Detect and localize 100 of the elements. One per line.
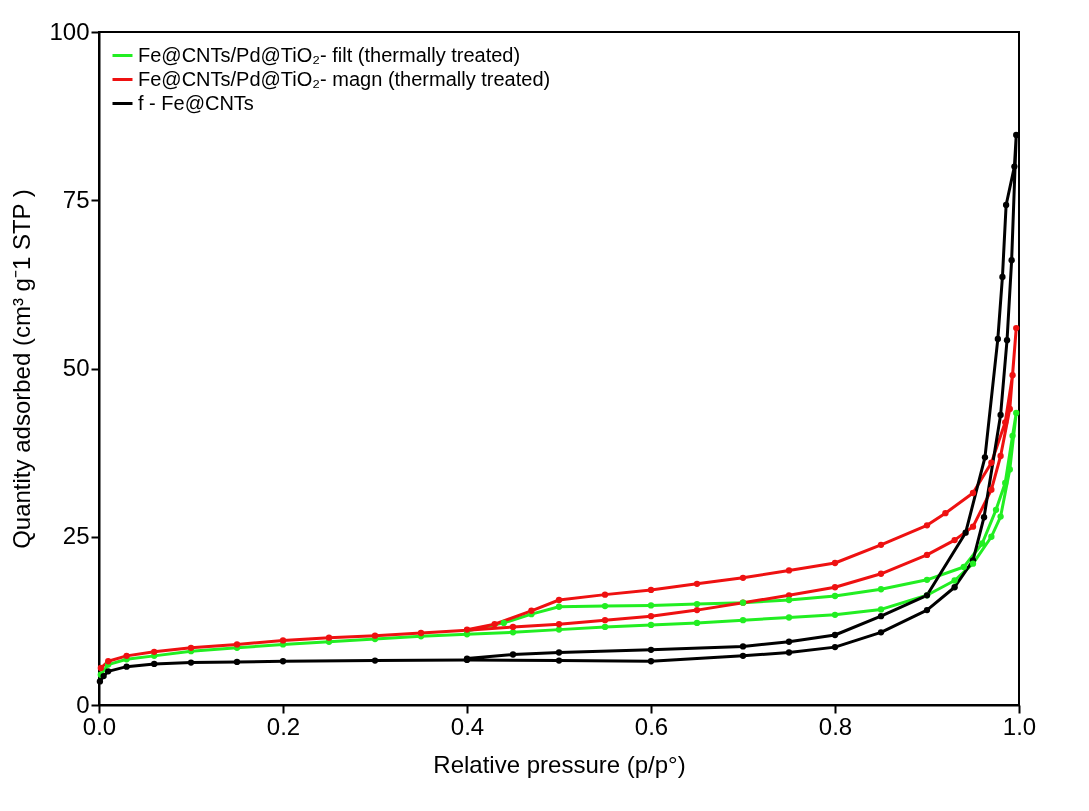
point [601, 591, 609, 598]
point [923, 576, 931, 583]
point [1011, 163, 1018, 170]
point [923, 551, 931, 559]
point [105, 668, 112, 675]
y-tick-label: 75 [62, 185, 90, 213]
point [997, 411, 1004, 419]
point [187, 659, 195, 666]
x-axis-title: Relative pressure (p/p°) [433, 750, 686, 778]
point [601, 602, 609, 610]
point [785, 567, 793, 574]
point [647, 586, 655, 594]
point [555, 657, 563, 664]
point [693, 600, 701, 608]
point [999, 273, 1006, 281]
point [509, 623, 517, 631]
point [1009, 372, 1016, 379]
point [371, 657, 379, 664]
point [942, 510, 949, 517]
x-tick-label: 1.0 [1002, 712, 1037, 740]
x-tick-label: 0.8 [818, 712, 853, 740]
point [980, 514, 988, 521]
point [962, 529, 969, 536]
point [951, 584, 958, 591]
point [97, 664, 104, 672]
point [923, 606, 931, 614]
point [739, 652, 747, 660]
point [555, 596, 563, 604]
point [785, 638, 793, 645]
point [693, 606, 701, 614]
point [785, 649, 793, 656]
y-tick-label: 25 [62, 522, 90, 550]
point [1002, 201, 1010, 209]
point [877, 570, 885, 577]
point [997, 452, 1004, 460]
point [123, 652, 130, 660]
point [647, 621, 655, 629]
y-tick-label: 100 [49, 17, 90, 45]
legend-label: Fe@CNTs/Pd@TiO₂- filt (thermally treated) [138, 43, 521, 66]
point [1013, 324, 1020, 332]
point [739, 617, 747, 624]
point [647, 602, 655, 609]
point [988, 459, 995, 466]
point [1009, 432, 1016, 439]
point [96, 678, 104, 685]
point [647, 658, 655, 665]
y-tick-label: 50 [62, 354, 90, 381]
point [417, 629, 425, 637]
point [1003, 337, 1011, 344]
point [969, 489, 977, 497]
point [831, 611, 839, 618]
point [739, 574, 747, 581]
point [123, 663, 130, 670]
point [969, 523, 977, 530]
point [960, 563, 967, 571]
point [877, 613, 885, 620]
point [979, 540, 986, 547]
point [877, 606, 885, 613]
point [693, 580, 701, 588]
point [555, 603, 563, 610]
point [279, 637, 287, 644]
point [509, 629, 517, 636]
point [877, 586, 885, 593]
point [647, 613, 655, 620]
point [981, 454, 989, 461]
point [601, 617, 609, 624]
point [951, 577, 958, 584]
point [151, 660, 158, 668]
point [151, 648, 158, 655]
x-tick-label: 0.2 [266, 712, 301, 740]
point [491, 621, 498, 628]
point [555, 626, 563, 633]
point [923, 522, 931, 529]
legend-label: Fe@CNTs/Pd@TiO₂- magn (thermally treated) [138, 67, 551, 90]
x-tick-label: 0.6 [634, 712, 669, 740]
point [1002, 479, 1009, 487]
point [739, 643, 747, 650]
y-axis-title: Quantity adsorbed (cm³ g⁻1 STP ) [8, 189, 36, 549]
point [187, 644, 195, 651]
point [877, 541, 885, 548]
legend-label: f - Fe@CNTs [138, 91, 254, 114]
point [785, 614, 793, 621]
point [647, 646, 655, 653]
point [831, 631, 839, 639]
point [555, 621, 563, 628]
point [988, 533, 995, 540]
point [1013, 409, 1020, 417]
point [994, 335, 1001, 343]
point [831, 559, 839, 567]
point [1002, 419, 1009, 426]
point [325, 634, 333, 641]
point [500, 619, 507, 627]
point [877, 629, 885, 636]
point [555, 649, 563, 656]
point [992, 506, 1000, 513]
point [233, 658, 241, 666]
x-tick-label: 0.4 [450, 712, 485, 740]
point [997, 513, 1004, 520]
point [693, 619, 701, 627]
point [831, 592, 839, 600]
